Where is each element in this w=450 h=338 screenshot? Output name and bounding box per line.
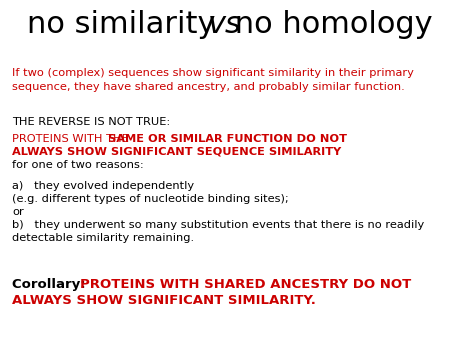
Text: SAME OR SIMILAR FUNCTION DO NOT: SAME OR SIMILAR FUNCTION DO NOT: [108, 134, 347, 144]
Text: If two (complex) sequences show significant similarity in their primary
sequence: If two (complex) sequences show signific…: [12, 68, 414, 92]
Text: ALWAYS SHOW SIGNIFICANT SEQUENCE SIMILARITY: ALWAYS SHOW SIGNIFICANT SEQUENCE SIMILAR…: [12, 147, 341, 157]
Text: ALWAYS SHOW SIGNIFICANT SIMILARITY.: ALWAYS SHOW SIGNIFICANT SIMILARITY.: [12, 294, 316, 307]
Text: Corollary:: Corollary:: [12, 278, 90, 291]
Text: vs: vs: [208, 10, 242, 39]
Text: for one of two reasons:: for one of two reasons:: [12, 160, 144, 170]
Text: a)   they evolved independently
(e.g. different types of nucleotide binding site: a) they evolved independently (e.g. diff…: [12, 181, 424, 243]
Text: PROTEINS WITH SHARED ANCESTRY DO NOT: PROTEINS WITH SHARED ANCESTRY DO NOT: [80, 278, 411, 291]
Text: PROTEINS WITH THE: PROTEINS WITH THE: [12, 134, 132, 144]
Text: THE REVERSE IS NOT TRUE:: THE REVERSE IS NOT TRUE:: [12, 117, 170, 127]
Text: no homology: no homology: [225, 10, 432, 39]
Text: no similarity: no similarity: [27, 10, 225, 39]
